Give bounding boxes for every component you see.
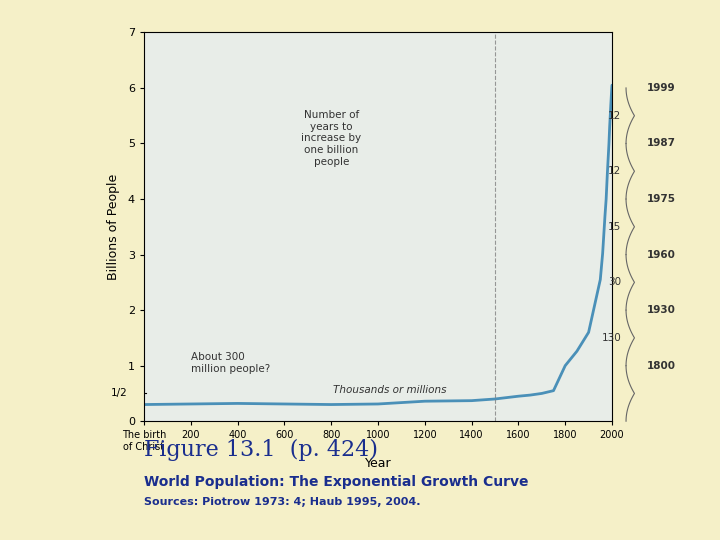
Text: 130: 130 bbox=[602, 333, 621, 343]
Text: Figure 13.1  (p. 424): Figure 13.1 (p. 424) bbox=[144, 439, 378, 461]
Text: 1960: 1960 bbox=[647, 249, 676, 260]
Text: Sources: Piotrow 1973: 4; Haub 1995, 2004.: Sources: Piotrow 1973: 4; Haub 1995, 200… bbox=[144, 497, 420, 507]
Text: 1999: 1999 bbox=[647, 83, 676, 93]
Text: About 300
million people?: About 300 million people? bbox=[191, 353, 270, 374]
Text: 1930: 1930 bbox=[647, 305, 676, 315]
Text: 12: 12 bbox=[608, 166, 621, 176]
Text: 30: 30 bbox=[608, 278, 621, 287]
Text: Thousands or millions: Thousands or millions bbox=[333, 384, 446, 395]
Text: 12: 12 bbox=[608, 111, 621, 121]
Text: 1987: 1987 bbox=[647, 138, 676, 149]
Text: 1800: 1800 bbox=[647, 361, 676, 370]
X-axis label: Year: Year bbox=[365, 457, 391, 470]
Text: World Population: The Exponential Growth Curve: World Population: The Exponential Growth… bbox=[144, 475, 528, 489]
Y-axis label: Billions of People: Billions of People bbox=[107, 174, 120, 280]
Text: 1/2: 1/2 bbox=[111, 388, 127, 399]
Text: 1975: 1975 bbox=[647, 194, 676, 204]
Text: 15: 15 bbox=[608, 222, 621, 232]
Text: Number of
years to
increase by
one billion
people: Number of years to increase by one billi… bbox=[301, 110, 361, 166]
